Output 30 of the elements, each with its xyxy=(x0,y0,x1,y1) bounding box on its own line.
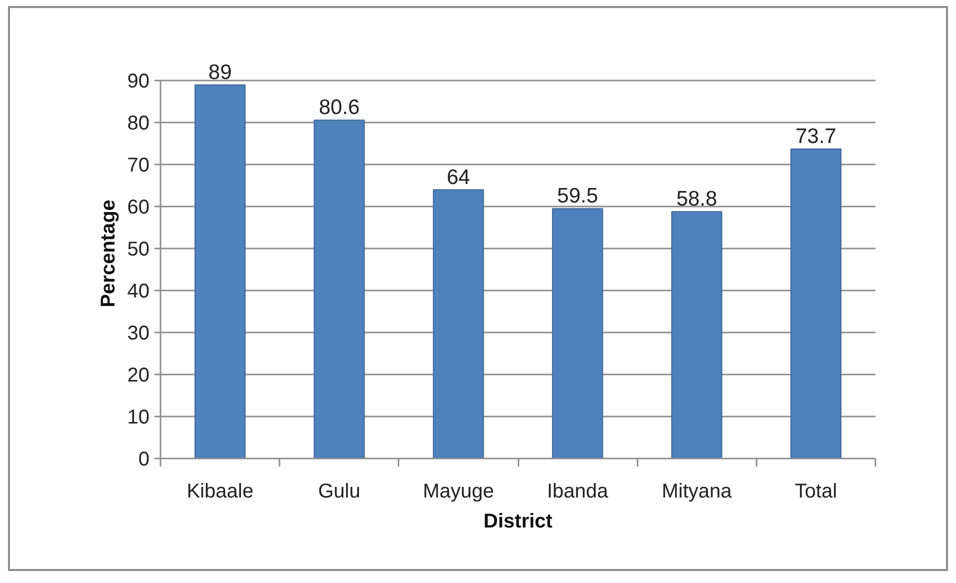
bar xyxy=(432,189,484,458)
y-tick-label: 90 xyxy=(127,70,150,93)
x-tick-label: Mityana xyxy=(662,480,733,502)
y-tick-label: 70 xyxy=(127,154,150,177)
data-label: 58.8 xyxy=(676,188,718,211)
y-tick-label: 20 xyxy=(127,364,150,387)
bar xyxy=(314,120,365,458)
data-label: 80.6 xyxy=(318,96,360,120)
bar xyxy=(671,211,722,458)
x-tick-label: Kibaale xyxy=(186,480,254,502)
y-tick-label: 80 xyxy=(127,112,150,135)
x-tick-label: Ibanda xyxy=(546,480,610,502)
data-label: 89 xyxy=(208,60,232,84)
data-label: 64 xyxy=(446,166,470,189)
x-axis-title: District xyxy=(484,510,553,532)
bar xyxy=(790,148,842,458)
bar xyxy=(552,208,604,458)
x-tick-label: Mayuge xyxy=(422,480,494,502)
data-label: 73.7 xyxy=(795,125,836,148)
y-tick-label: 50 xyxy=(127,238,150,261)
data-label: 59.5 xyxy=(557,184,598,208)
x-tick-label: Total xyxy=(794,480,838,502)
y-tick-label: 30 xyxy=(127,322,150,345)
x-tick-label: Gulu xyxy=(318,480,360,502)
y-tick-label: 10 xyxy=(127,406,150,429)
y-tick-label: 40 xyxy=(127,280,150,303)
bar xyxy=(194,84,246,458)
y-axis-title: Percentage xyxy=(97,200,120,308)
y-tick-label: 0 xyxy=(138,448,150,470)
y-tick-label: 60 xyxy=(127,196,150,219)
